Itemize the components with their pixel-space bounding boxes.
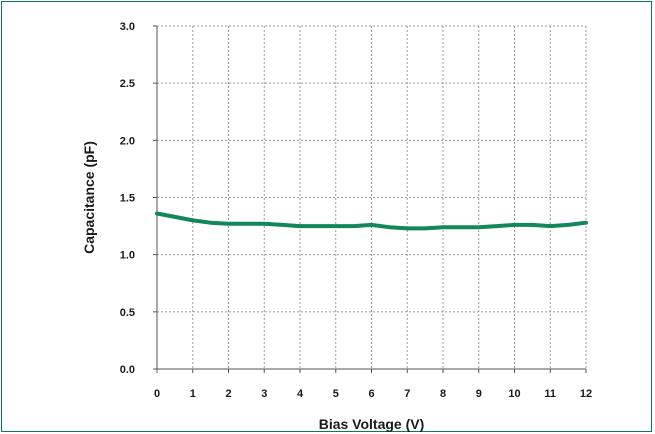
grid-lines bbox=[157, 25, 587, 369]
y-tick-label: 2.0 bbox=[120, 135, 135, 147]
y-tick-label: 0.5 bbox=[120, 307, 135, 319]
x-tick-label: 6 bbox=[368, 388, 374, 400]
y-tick-label: 1.5 bbox=[120, 193, 135, 205]
x-tick-label: 0 bbox=[154, 388, 160, 400]
x-tick-label: 4 bbox=[297, 388, 304, 400]
y-tick-label: 2.5 bbox=[120, 78, 135, 90]
capacitance-series-line bbox=[155, 211, 588, 231]
x-tick-label: 7 bbox=[404, 388, 410, 400]
x-tick-label: 3 bbox=[261, 388, 267, 400]
x-tick-label: 9 bbox=[476, 388, 482, 400]
x-tick-label: 11 bbox=[544, 388, 556, 400]
x-tick-label: 10 bbox=[508, 388, 520, 400]
tick-labels: 0.00.51.01.52.02.53.00 1 2 3 4 5 6 7 8 9 10 11 12 bbox=[120, 21, 592, 400]
x-tick-label: 1 bbox=[190, 388, 196, 400]
x-tick-label: 12 bbox=[580, 388, 592, 400]
x-tick-label: 2 bbox=[225, 388, 231, 400]
axes bbox=[153, 25, 587, 373]
y-axis-title: Capacitance (pF) bbox=[81, 141, 97, 254]
y-tick-label: 3.0 bbox=[120, 21, 135, 33]
series-layer bbox=[155, 211, 588, 231]
y-tick-label: 0.0 bbox=[120, 364, 135, 376]
x-axis-title: Bias Voltage (V) bbox=[319, 416, 425, 432]
y-tick-label: 1.0 bbox=[120, 250, 135, 262]
x-tick-label: 5 bbox=[333, 388, 339, 400]
x-tick-label: 8 bbox=[440, 388, 446, 400]
